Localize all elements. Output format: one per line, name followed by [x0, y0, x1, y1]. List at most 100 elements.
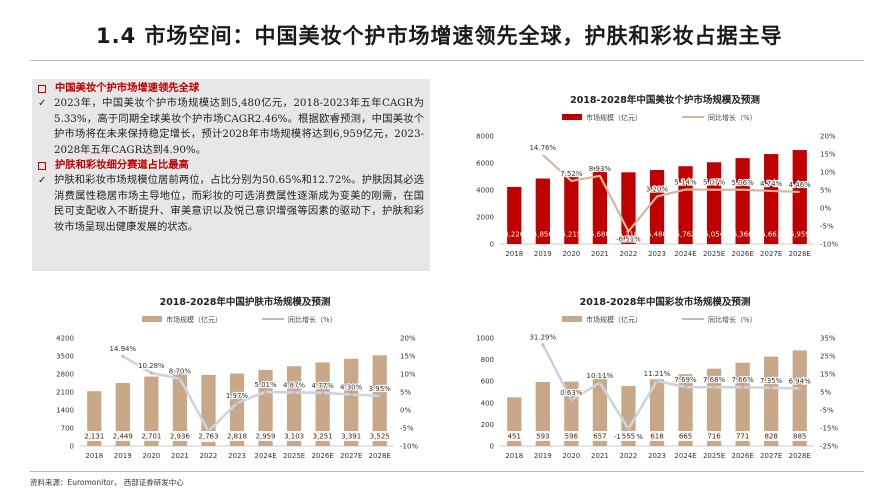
- growth-point: [149, 371, 153, 375]
- growth-label: 14.76%: [529, 144, 556, 152]
- growth-point: [683, 385, 688, 389]
- bar-label-box: [367, 431, 393, 441]
- bar-label-box: [763, 431, 780, 441]
- bar: [592, 375, 608, 446]
- x-tick-label: 2027E: [760, 452, 782, 460]
- bar-value-label: 3,251: [313, 433, 333, 441]
- summary-paragraph-text: 护肤和彩妆市场规模位居前两位，占比分别为50.65%和12.72%。护肤因其必选…: [54, 174, 424, 233]
- growth-point: [235, 401, 239, 405]
- bar: [678, 166, 693, 244]
- growth-label: 5.07%: [703, 179, 726, 187]
- y-right-tick-label: 5%: [400, 389, 411, 397]
- bar-value-label: 593: [536, 433, 549, 441]
- bar: [315, 362, 330, 446]
- bar: [172, 370, 188, 446]
- y-left-tick-label: 8000: [476, 133, 494, 141]
- bar: [792, 350, 807, 446]
- bar-label-box: [534, 431, 551, 441]
- bar-value-label: 6,959: [790, 231, 810, 239]
- growth-point: [741, 385, 745, 389]
- growth-label: 7.66%: [732, 376, 755, 384]
- x-tick-label: 2027E: [340, 452, 362, 460]
- bar: [649, 379, 665, 446]
- x-tick-label: 2023: [648, 250, 666, 258]
- y-right-tick-label: -5%: [820, 407, 834, 415]
- bar-value-label: 716: [707, 433, 721, 441]
- x-tick-label: 2026E: [732, 250, 754, 258]
- y-right-tick-label: 25%: [820, 353, 836, 361]
- x-tick-label: 2022: [200, 452, 218, 460]
- bar: [678, 374, 693, 446]
- bar-label-box: [253, 431, 279, 441]
- chart-title: 2018-2028年中国美妆个护市场规模及预测: [570, 94, 760, 106]
- bar-label-box: [281, 431, 307, 441]
- x-tick-label: 2019: [534, 452, 552, 460]
- bar-label-box: [310, 431, 336, 441]
- bar-value-label: 5,480: [647, 231, 667, 239]
- footer-divider: [30, 471, 864, 472]
- growth-label: 4.30%: [340, 384, 363, 392]
- growth-label: 4.74%: [760, 180, 783, 188]
- bar-label-box: [110, 431, 136, 441]
- growth-label: 7.69%: [674, 376, 697, 384]
- growth-point: [569, 398, 573, 402]
- bar-value-label: 2,763: [198, 433, 218, 441]
- growth-point: [626, 427, 631, 431]
- bar: [564, 173, 579, 244]
- source-note: 资料来源：Euromonitor， 西部证券研发中心: [30, 478, 184, 487]
- bar: [372, 355, 387, 446]
- x-tick-label: 2019: [114, 452, 132, 460]
- x-tick-label: 2018: [85, 452, 103, 460]
- legend-bar-label: 市场规模（亿元）: [586, 113, 642, 122]
- y-left-tick-label: 0: [490, 443, 494, 451]
- bar-value-label: 3,525: [370, 433, 390, 441]
- bar-label-box: [167, 431, 193, 441]
- growth-label: 4.46%: [789, 181, 812, 189]
- bar: [286, 366, 302, 446]
- title-divider: [30, 60, 864, 61]
- y-right-tick-label: 0%: [820, 205, 831, 213]
- bar-value-label: 2,959: [256, 433, 276, 441]
- bar-value-label: 451: [508, 433, 521, 441]
- bar-value-label: 3,103: [284, 433, 304, 441]
- bar-value-label: 5,310: [618, 231, 638, 239]
- y-right-tick-label: 15%: [820, 371, 836, 379]
- bar-label-box: [506, 431, 523, 441]
- y-left-tick-label: 6000: [476, 160, 494, 168]
- growth-label: 7.35%: [760, 377, 783, 385]
- bar-value-label: 4,850: [533, 231, 553, 239]
- growth-label: 4.77%: [312, 382, 335, 390]
- y-left-tick-label: 2800: [56, 371, 74, 379]
- y-right-tick-label: 20%: [820, 133, 836, 141]
- y-left-tick-label: 600: [481, 378, 494, 386]
- bar-label-box: [224, 431, 250, 441]
- bar-value-label: 2,449: [113, 433, 133, 441]
- x-tick-label: 2019: [534, 250, 552, 258]
- y-right-tick-label: -10%: [820, 241, 838, 249]
- bar: [507, 186, 522, 244]
- bar-value-label: 828: [764, 433, 777, 441]
- x-tick-label: 2025E: [703, 250, 725, 258]
- growth-line: [541, 344, 800, 432]
- x-tick-label: 2024E: [674, 250, 696, 258]
- bar: [535, 178, 550, 244]
- summary-paragraph: ✓ 护肤和彩妆市场规模位居前两位，占比分别为50.65%和12.72%。护肤因其…: [38, 173, 424, 235]
- bar-value-label: 555: [622, 433, 635, 441]
- x-tick-label: 2020: [562, 452, 580, 460]
- bar: [144, 376, 159, 446]
- growth-label: 3.95%: [369, 385, 392, 393]
- growth-label: 3.20%: [646, 185, 669, 193]
- x-tick-label: 2021: [591, 250, 609, 258]
- legend-bar-label: 市场规模（亿元）: [166, 315, 222, 324]
- page-title: 1.4 市场空间：中国美妆个护市场增速领先全球，护肤和彩妆占据主导: [96, 24, 783, 48]
- growth-label: 10.11%: [587, 372, 614, 380]
- growth-point: [292, 390, 296, 395]
- y-right-tick-label: 0%: [400, 407, 411, 415]
- growth-label: 1.97%: [226, 392, 249, 400]
- x-tick-label: 2026E: [732, 452, 754, 460]
- bar-value-label: 5,680: [590, 231, 610, 239]
- check-icon: ✓: [38, 98, 47, 110]
- x-tick-label: 2024E: [254, 452, 276, 460]
- y-right-tick-label: 10%: [820, 169, 836, 177]
